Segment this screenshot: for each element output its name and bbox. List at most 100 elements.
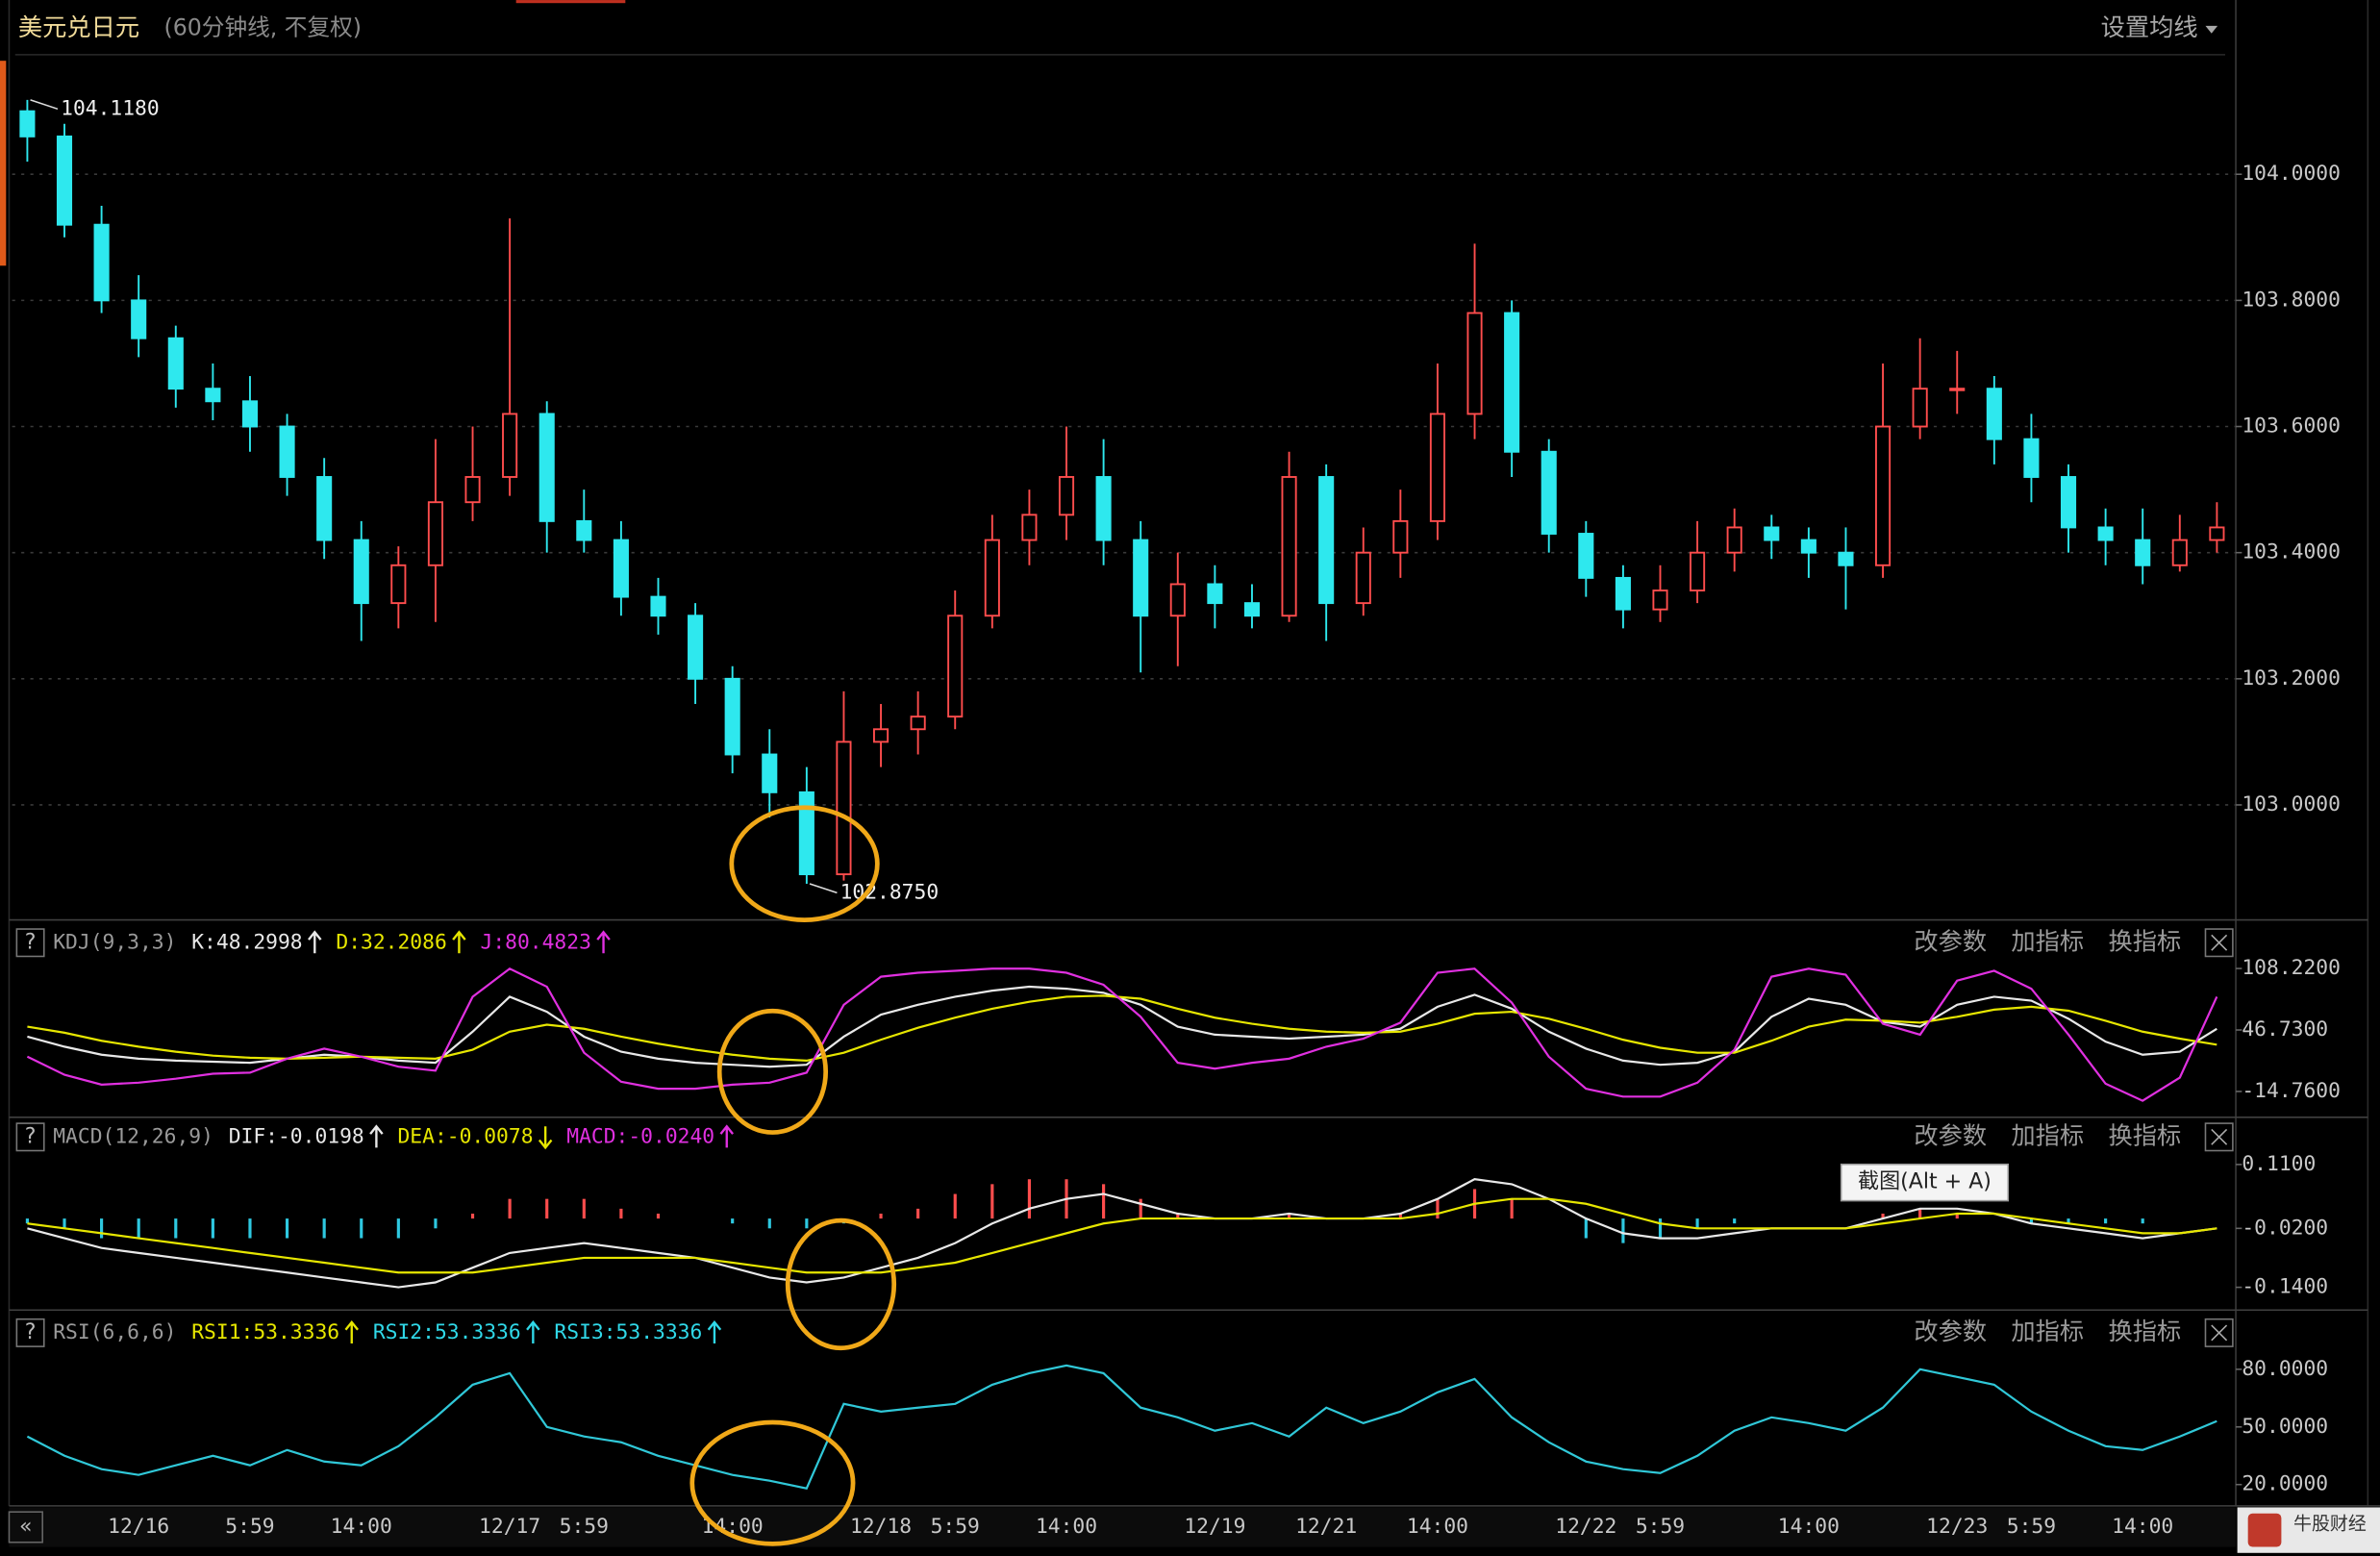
help-icon[interactable]: ? [25, 1123, 37, 1148]
panel-title: RSI(6,6,6) [53, 1320, 176, 1344]
candle-body [353, 539, 369, 605]
readout: RSI3:53.3336 [554, 1320, 702, 1344]
close-button[interactable] [2204, 1318, 2234, 1347]
help-button[interactable] [15, 1318, 45, 1347]
close-icon[interactable] [2211, 1128, 2228, 1145]
close-button[interactable] [2204, 928, 2234, 958]
chart-subtitle: (60分钟线, 不复权) [163, 14, 362, 41]
logo-icon [2247, 1513, 2282, 1547]
candle-body [798, 791, 814, 876]
panel-button[interactable]: 换指标 [2108, 1121, 2181, 1149]
candle-body [1392, 519, 1409, 554]
candle-body [427, 501, 443, 566]
series-line [27, 1197, 2217, 1274]
candle-body [613, 539, 629, 598]
y-tick-label: 108.2200 [2242, 956, 2341, 980]
series-line [26, 1364, 2217, 1490]
candle-body [2060, 476, 2077, 529]
top-marker [515, 0, 626, 4]
candle-body [1875, 425, 1891, 566]
readout: D:32.2086 [336, 930, 446, 954]
help-icon[interactable]: ? [25, 1319, 37, 1344]
candle-body [2209, 526, 2225, 541]
x-tick-label: 5:59 [560, 1515, 609, 1539]
candle-body [1429, 413, 1445, 522]
candle-body [762, 753, 778, 793]
highlight-circles [689, 805, 897, 1546]
candle-body [1281, 476, 1297, 617]
readout-arrow [596, 930, 611, 954]
readout: DIF:-0.0198 [229, 1124, 364, 1148]
x-tick-label: 14:00 [1036, 1515, 1097, 1539]
series-line [26, 966, 2218, 1102]
candle-body [1652, 590, 1668, 611]
panel-button[interactable]: 换指标 [2108, 927, 2181, 955]
y-tick-label: 50.0000 [2242, 1415, 2328, 1439]
y-tick-label: 104.0000 [2242, 162, 2341, 186]
readout-arrow [707, 1319, 722, 1343]
candle-body [1021, 514, 1038, 541]
candle-body [1690, 551, 1706, 591]
help-icon[interactable]: ? [25, 929, 37, 954]
candle-body [1095, 476, 1112, 541]
candle-body [316, 476, 333, 541]
help-button[interactable] [15, 928, 45, 958]
candle-body [1466, 312, 1483, 415]
tooltip: 截图(Alt + A) [1858, 1169, 1992, 1194]
y-tick-label: 103.2000 [2242, 666, 2341, 690]
x-tick-label: 12/23 [1926, 1515, 1988, 1539]
x-tick-label: 5:59 [225, 1515, 274, 1539]
panel-button[interactable]: 加指标 [2011, 927, 2084, 955]
y-tick-label: 20.0000 [2242, 1472, 2328, 1496]
nav-icon[interactable]: « [19, 1514, 33, 1539]
y-tick-label: -14.7600 [2242, 1079, 2341, 1103]
candle-body [576, 519, 592, 541]
panel-button[interactable]: 改参数 [1914, 1121, 1987, 1149]
candle-body [947, 615, 964, 718]
panel-button[interactable]: 换指标 [2108, 1318, 2181, 1345]
x-tick-label: 5:59 [2007, 1515, 2056, 1539]
x-tick-label: 12/18 [850, 1515, 912, 1539]
x-tick-label: 12/21 [1295, 1515, 1357, 1539]
nav-button[interactable] [8, 1511, 43, 1543]
panel-button[interactable]: 加指标 [2011, 1121, 2084, 1149]
panel-button[interactable]: 改参数 [1914, 927, 1987, 955]
candle-body [539, 413, 555, 522]
y-tick-label: 80.0000 [2242, 1357, 2328, 1381]
highlight-circle [689, 1419, 856, 1546]
annotation-arrow [30, 99, 59, 111]
candle-body [1949, 388, 1966, 391]
readout-arrow [719, 1124, 735, 1148]
panel-button[interactable]: 改参数 [1914, 1318, 1987, 1345]
x-tick-label: 14:00 [1407, 1515, 1468, 1539]
candle-body [1169, 583, 1186, 617]
y-tick-label: 103.8000 [2242, 288, 2341, 312]
close-icon[interactable] [2211, 934, 2228, 951]
side-marker [0, 61, 7, 266]
candle-body [1912, 388, 1928, 428]
help-button[interactable] [15, 1122, 45, 1152]
x-tick-label: 14:00 [331, 1515, 392, 1539]
readout: MACD:-0.0240 [566, 1124, 714, 1148]
candle-body [1986, 388, 2002, 440]
y-tick-label: 103.4000 [2242, 540, 2341, 565]
panel-button[interactable]: 加指标 [2011, 1318, 2084, 1345]
logo: 牛股财经 [2293, 1513, 2367, 1534]
candle-body [1838, 551, 1854, 566]
candle-body [1541, 450, 1557, 535]
close-icon[interactable] [2211, 1324, 2228, 1342]
annotation-arrow [809, 883, 838, 894]
readout-arrow [369, 1124, 384, 1148]
menu-caret [2205, 25, 2218, 34]
menu[interactable]: 设置均线 [2101, 13, 2198, 41]
plot-area: 103.0000 103.2000 103.4000 103.6000 103.8000… [12, 13, 2341, 1539]
close-button[interactable] [2204, 1122, 2234, 1152]
candle-body [836, 740, 852, 876]
candle-body [93, 223, 110, 302]
x-tick-label: 12/17 [479, 1515, 540, 1539]
readout: K:48.2998 [191, 930, 302, 954]
candle-body [872, 728, 889, 743]
